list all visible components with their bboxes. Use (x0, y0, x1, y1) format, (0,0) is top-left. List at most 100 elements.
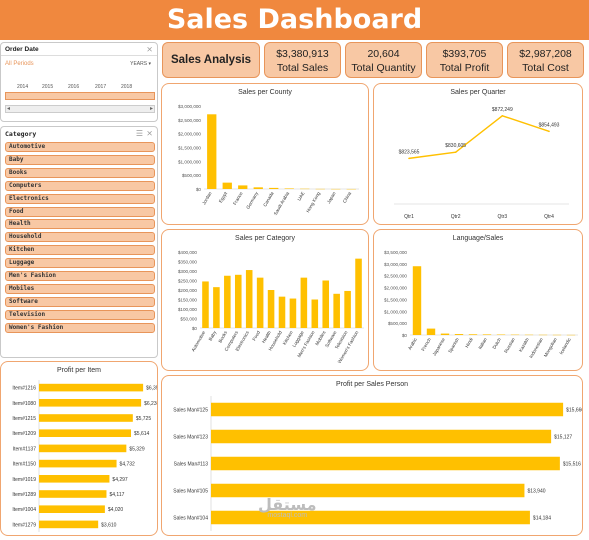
x-tick-label: Qtr4 (544, 214, 554, 220)
category-item[interactable]: Software (5, 296, 155, 307)
y-tick-label: $3,000,000 (178, 104, 201, 109)
y-tick-label: $50,000 (180, 317, 197, 322)
bar (238, 185, 248, 189)
bar (222, 182, 232, 189)
total-quantity-card: 20,604 Total Quantity (345, 42, 422, 78)
year-2017[interactable]: 2017 (95, 84, 107, 90)
x-tick-label: French (420, 337, 432, 352)
category-item[interactable]: Electronics (5, 193, 155, 204)
x-tick-label: Women's Fashion (337, 330, 360, 365)
x-tick-label: Saudi Arabia (273, 191, 291, 216)
x-tick-label: Health (261, 330, 272, 344)
y-tick-label: Item#1137 (13, 446, 36, 452)
granularity-dropdown[interactable]: YEARS ▾ (130, 61, 151, 67)
x-tick-label: Qtr1 (404, 214, 414, 220)
bar (245, 270, 253, 328)
y-tick-label: Item#1209 (12, 431, 36, 437)
x-tick-label: Food (251, 330, 261, 342)
scroll-left-icon[interactable]: ◂ (7, 106, 11, 112)
watermark-logo: مستقل (258, 495, 317, 514)
category-item[interactable]: Books (5, 167, 155, 178)
data-label: $830,605 (445, 143, 466, 149)
category-item[interactable]: Luggage (5, 258, 155, 269)
y-tick-label: $300,000 (178, 269, 198, 274)
chevron-down-icon: ▾ (148, 61, 151, 67)
bar (211, 456, 560, 471)
clear-filter-icon[interactable]: ⨯ (146, 45, 153, 54)
year-2016[interactable]: 2016 (68, 84, 80, 90)
y-tick-label: Sales Man#125 (173, 408, 208, 414)
category-item[interactable]: Food (5, 206, 155, 217)
total-quantity-value: 20,604 (367, 48, 400, 60)
y-tick-label: $0 (196, 187, 202, 192)
x-tick-label: Qtr3 (497, 214, 507, 220)
category-item[interactable]: Computers (5, 180, 155, 191)
total-sales-card: $3,380,913 Total Sales (264, 42, 341, 78)
title-bar: Sales Dashboard (0, 0, 589, 40)
year-2018[interactable]: 2018 (121, 84, 133, 90)
category-item[interactable]: Women's Fashion (5, 322, 155, 333)
category-item[interactable]: Health (5, 219, 155, 230)
category-item[interactable]: Kitchen (5, 245, 155, 256)
data-label: $823,565 (399, 149, 420, 155)
y-tick-label: Item#1080 (12, 401, 36, 407)
chart-title: Sales per Quarter (450, 89, 506, 96)
category-item[interactable]: Automotive (5, 142, 155, 152)
total-cost-label: Total Cost (522, 62, 569, 74)
timeline-scrollbar[interactable]: ◂ ▸ (5, 105, 155, 113)
y-tick-label: Sales Man#113 (174, 462, 209, 468)
bar (211, 429, 552, 444)
y-tick-label: Item#1215 (12, 416, 36, 422)
data-label: $14,184 (533, 516, 551, 522)
bar (224, 275, 231, 328)
y-tick-label: $350,000 (178, 260, 198, 265)
multi-select-icon[interactable]: ☰ (135, 129, 143, 138)
category-item[interactable]: Men's Fashion (5, 271, 155, 281)
sales-per-category-chart: $400,000 $350,000 $300,000 $250,000 $200,000… (178, 250, 364, 365)
total-sales-value: $3,380,913 (276, 48, 329, 60)
y-tick-label: $2,500,000 (384, 274, 407, 279)
x-tick-label: Germany (245, 190, 259, 209)
y-tick-label: $2,500,000 (178, 118, 201, 123)
data-label: $15,127 (554, 435, 572, 441)
sales-per-county-chart: $3,000,000 $2,500,000 $2,000,000 $1,500,000… (178, 104, 359, 216)
category-item[interactable]: Baby (5, 154, 155, 165)
bar (482, 334, 492, 335)
y-tick-label: Item#1289 (12, 492, 36, 498)
chart-title: Sales per Category (235, 235, 295, 242)
language-sales-chart: $3,500,000 $3,000,000 $2,500,000 $2,000,000… (384, 250, 578, 359)
data-point (548, 130, 550, 133)
y-tick-label: $1,000,000 (178, 159, 201, 164)
category-item[interactable]: Television (5, 309, 155, 320)
category-item[interactable]: Mobiles (5, 283, 155, 294)
data-point (408, 157, 410, 160)
bar (454, 334, 464, 335)
dashboard-title: Sales Dashboard (166, 4, 423, 35)
timeline-bar[interactable] (5, 92, 155, 100)
bar (267, 290, 275, 328)
bar (269, 187, 279, 189)
bar (39, 429, 132, 437)
profit-per-sales-person-panel: Profit per Sales Person Sales Man#125 $15… (161, 375, 583, 536)
sales-per-county-panel: Sales per County $3,000,000 $2,500,000 $2,… (161, 83, 369, 225)
y-tick-label: $3,000,000 (384, 262, 407, 267)
clear-filter-icon[interactable]: ⨯ (146, 129, 153, 138)
data-label: $5,329 (129, 446, 145, 452)
bar (211, 483, 525, 498)
bar (211, 510, 530, 525)
category-item[interactable]: Household (5, 232, 155, 243)
x-tick-label: Italian (477, 337, 488, 351)
year-2015[interactable]: 2015 (42, 84, 54, 90)
data-label: $4,020 (108, 507, 124, 513)
y-tick-label: $250,000 (178, 279, 198, 284)
x-tick-label: Arabic (407, 336, 418, 350)
year-2014[interactable]: 2014 (17, 84, 29, 90)
bar (344, 290, 351, 328)
data-point (501, 114, 504, 117)
bar (202, 281, 209, 328)
order-date-title: Order Date (5, 46, 39, 53)
chart-title: Profit per Item (57, 367, 101, 374)
scroll-right-icon[interactable]: ▸ (149, 106, 153, 112)
x-tick-label: Hong Kong (305, 191, 321, 214)
bar (426, 328, 436, 335)
